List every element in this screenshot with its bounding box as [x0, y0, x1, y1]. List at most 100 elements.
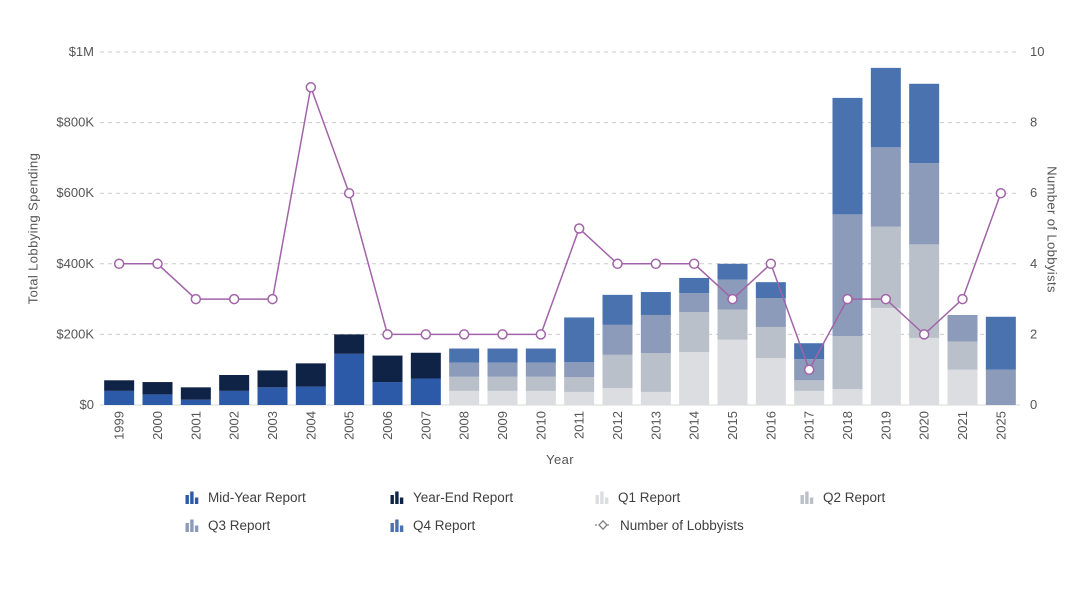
bar-segment[interactable]: [679, 352, 710, 405]
legend-item-q4-report[interactable]: Q4 Report: [390, 515, 595, 535]
lobbyists-marker[interactable]: [995, 187, 1007, 199]
legend-item-q1-report[interactable]: Q1 Report: [595, 487, 800, 507]
bar-segment[interactable]: [449, 348, 480, 363]
bar-segment[interactable]: [755, 282, 786, 299]
bar-segment[interactable]: [142, 394, 173, 405]
bar-segment[interactable]: [909, 337, 940, 405]
lobbyists-marker[interactable]: [650, 258, 662, 270]
bar-segment[interactable]: [372, 355, 403, 383]
bar-segment[interactable]: [487, 390, 518, 405]
bar-segment[interactable]: [410, 352, 441, 379]
legend-item-q2-report[interactable]: Q2 Report: [800, 487, 1005, 507]
lobbyists-marker[interactable]: [343, 187, 355, 199]
bar-segment[interactable]: [717, 339, 748, 405]
bar-segment[interactable]: [142, 382, 173, 395]
lobbyists-marker[interactable]: [535, 329, 547, 340]
bar-segment[interactable]: [755, 298, 786, 327]
legend-item-year-end-report[interactable]: Year-End Report: [390, 487, 595, 507]
bar-segment[interactable]: [180, 399, 211, 405]
bar-segment[interactable]: [679, 293, 710, 313]
bar-segment[interactable]: [909, 244, 940, 338]
bar-segment[interactable]: [679, 277, 710, 294]
bar-segment[interactable]: [602, 354, 633, 389]
bar-segment[interactable]: [985, 316, 1016, 370]
bar-segment[interactable]: [104, 380, 135, 391]
lobbyists-marker[interactable]: [918, 329, 930, 340]
bar-segment[interactable]: [909, 163, 940, 245]
lobbyists-marker[interactable]: [573, 223, 585, 234]
bar-segment[interactable]: [640, 391, 671, 405]
bar-segment[interactable]: [104, 390, 135, 405]
lobbyists-marker[interactable]: [727, 293, 738, 305]
lobbyists-marker[interactable]: [382, 329, 393, 340]
bar-segment[interactable]: [449, 362, 480, 377]
lobbyists-marker[interactable]: [190, 293, 202, 305]
bar-segment[interactable]: [755, 326, 786, 359]
bar-segment[interactable]: [295, 386, 326, 405]
bar-segment[interactable]: [564, 391, 595, 405]
bar-segment[interactable]: [717, 263, 748, 280]
bar-segment[interactable]: [602, 388, 633, 405]
bar-segment[interactable]: [985, 369, 1016, 405]
bar-segment[interactable]: [755, 358, 786, 405]
bar-segment[interactable]: [794, 380, 825, 391]
bar-segment[interactable]: [257, 387, 288, 405]
lobbyists-marker[interactable]: [497, 329, 508, 340]
lobbyists-marker[interactable]: [842, 293, 853, 305]
lobbyists-marker[interactable]: [458, 329, 470, 340]
bar-segment[interactable]: [525, 390, 556, 405]
lobbyists-marker[interactable]: [152, 258, 163, 270]
bar-segment[interactable]: [640, 314, 671, 354]
bar-segment[interactable]: [487, 362, 518, 377]
bar-segment[interactable]: [717, 309, 748, 340]
bar-segment[interactable]: [564, 362, 595, 378]
lobbyists-marker[interactable]: [880, 293, 892, 305]
legend-item-number-of-lobbyists[interactable]: Number of Lobbyists: [595, 515, 800, 535]
lobbyists-marker[interactable]: [420, 329, 432, 340]
bar-segment[interactable]: [219, 374, 250, 391]
legend-item-q3-report[interactable]: Q3 Report: [185, 515, 390, 535]
legend-item-mid-year-report[interactable]: Mid-Year Report: [185, 487, 390, 507]
lobbyists-marker[interactable]: [228, 293, 240, 305]
lobbyists-marker[interactable]: [305, 82, 317, 93]
bar-segment[interactable]: [180, 387, 211, 400]
bar-segment[interactable]: [487, 376, 518, 391]
bar-segment[interactable]: [602, 324, 633, 355]
lobbyists-marker[interactable]: [765, 258, 777, 270]
bar-segment[interactable]: [487, 348, 518, 363]
bar-segment[interactable]: [219, 390, 250, 405]
lobbyists-marker[interactable]: [113, 258, 125, 270]
bar-segment[interactable]: [410, 378, 441, 405]
lobbyists-marker[interactable]: [957, 293, 968, 305]
bar-segment[interactable]: [640, 353, 671, 392]
bar-segment[interactable]: [947, 369, 978, 405]
bar-segment[interactable]: [640, 292, 671, 315]
bar-segment[interactable]: [334, 334, 365, 354]
bar-segment[interactable]: [525, 362, 556, 377]
lobbyists-marker[interactable]: [688, 258, 700, 270]
lobbyists-marker[interactable]: [267, 293, 278, 305]
bar-segment[interactable]: [679, 312, 710, 353]
bar-segment[interactable]: [947, 314, 978, 342]
lobbyists-marker[interactable]: [803, 364, 815, 375]
bar-segment[interactable]: [295, 363, 326, 387]
bar-segment[interactable]: [947, 341, 978, 370]
bar-segment[interactable]: [564, 317, 595, 363]
bar-segment[interactable]: [870, 307, 901, 405]
bar-segment[interactable]: [525, 348, 556, 363]
bar-segment[interactable]: [449, 376, 480, 391]
bar-segment[interactable]: [372, 382, 403, 405]
bar-segment[interactable]: [909, 83, 940, 164]
bar-segment[interactable]: [564, 377, 595, 392]
bar-segment[interactable]: [870, 67, 901, 148]
bar-segment[interactable]: [832, 389, 863, 405]
bar-segment[interactable]: [832, 97, 863, 215]
bar-segment[interactable]: [449, 390, 480, 405]
lobbyists-marker[interactable]: [612, 258, 623, 270]
bar-segment[interactable]: [832, 214, 863, 337]
bar-segment[interactable]: [525, 376, 556, 391]
bar-segment[interactable]: [832, 336, 863, 390]
bar-segment[interactable]: [870, 147, 901, 227]
bar-segment[interactable]: [257, 370, 288, 388]
bar-segment[interactable]: [794, 390, 825, 405]
